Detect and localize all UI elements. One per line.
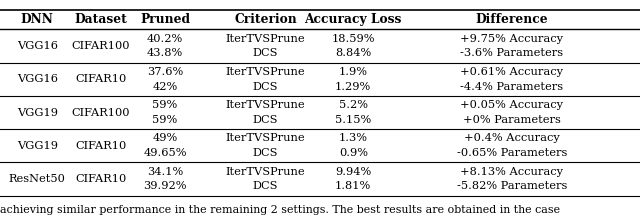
- Text: -3.6% Parameters: -3.6% Parameters: [460, 48, 564, 58]
- Text: VGG16: VGG16: [17, 41, 58, 51]
- Text: Pruned: Pruned: [140, 13, 190, 26]
- Text: 42%: 42%: [152, 82, 178, 91]
- Text: 18.59%: 18.59%: [332, 34, 375, 44]
- Text: VGG19: VGG19: [17, 107, 58, 118]
- Text: -5.82% Parameters: -5.82% Parameters: [457, 181, 567, 191]
- Text: +0.4% Accuracy: +0.4% Accuracy: [464, 133, 560, 143]
- Text: DCS: DCS: [253, 148, 278, 158]
- Text: -0.65% Parameters: -0.65% Parameters: [457, 148, 567, 158]
- Text: DCS: DCS: [253, 115, 278, 125]
- Text: DNN: DNN: [20, 13, 54, 26]
- Text: Dataset: Dataset: [75, 13, 127, 26]
- Text: -4.4% Parameters: -4.4% Parameters: [460, 82, 564, 91]
- Text: VGG16: VGG16: [17, 74, 58, 84]
- Text: +0.05% Accuracy: +0.05% Accuracy: [461, 100, 563, 110]
- Text: 59%: 59%: [152, 100, 178, 110]
- Text: CIFAR100: CIFAR100: [72, 107, 131, 118]
- Text: IterTVSPrune: IterTVSPrune: [226, 167, 305, 177]
- Text: Difference: Difference: [476, 13, 548, 26]
- Text: achieving similar performance in the remaining 2 settings. The best results are : achieving similar performance in the rem…: [0, 205, 560, 215]
- Text: IterTVSPrune: IterTVSPrune: [226, 133, 305, 143]
- Text: 34.1%: 34.1%: [147, 167, 183, 177]
- Text: DCS: DCS: [253, 82, 278, 91]
- Text: ResNet50: ResNet50: [9, 174, 65, 184]
- Text: 9.94%: 9.94%: [335, 167, 371, 177]
- Text: 43.8%: 43.8%: [147, 48, 183, 58]
- Text: 1.9%: 1.9%: [339, 67, 368, 77]
- Text: 37.6%: 37.6%: [147, 67, 183, 77]
- Text: 1.81%: 1.81%: [335, 181, 371, 191]
- Text: +0% Parameters: +0% Parameters: [463, 115, 561, 125]
- Text: +9.75% Accuracy: +9.75% Accuracy: [461, 34, 563, 44]
- Text: IterTVSPrune: IterTVSPrune: [226, 34, 305, 44]
- Text: CIFAR10: CIFAR10: [76, 74, 127, 84]
- Text: CIFAR10: CIFAR10: [76, 141, 127, 151]
- Text: 1.29%: 1.29%: [335, 82, 371, 91]
- Text: 5.2%: 5.2%: [339, 100, 368, 110]
- Text: 0.9%: 0.9%: [339, 148, 368, 158]
- Text: 40.2%: 40.2%: [147, 34, 183, 44]
- Text: DCS: DCS: [253, 48, 278, 58]
- Text: DCS: DCS: [253, 181, 278, 191]
- Text: IterTVSPrune: IterTVSPrune: [226, 100, 305, 110]
- Text: +0.61% Accuracy: +0.61% Accuracy: [461, 67, 563, 77]
- Text: Accuracy Loss: Accuracy Loss: [305, 13, 402, 26]
- Text: 49.65%: 49.65%: [143, 148, 187, 158]
- Text: 49%: 49%: [152, 133, 178, 143]
- Text: 8.84%: 8.84%: [335, 48, 371, 58]
- Text: 5.15%: 5.15%: [335, 115, 371, 125]
- Text: IterTVSPrune: IterTVSPrune: [226, 67, 305, 77]
- Text: 59%: 59%: [152, 115, 178, 125]
- Text: +8.13% Accuracy: +8.13% Accuracy: [461, 167, 563, 177]
- Text: 1.3%: 1.3%: [339, 133, 368, 143]
- Text: VGG19: VGG19: [17, 141, 58, 151]
- Text: 39.92%: 39.92%: [143, 181, 187, 191]
- Text: Criterion: Criterion: [234, 13, 297, 26]
- Text: CIFAR10: CIFAR10: [76, 174, 127, 184]
- Text: CIFAR100: CIFAR100: [72, 41, 131, 51]
